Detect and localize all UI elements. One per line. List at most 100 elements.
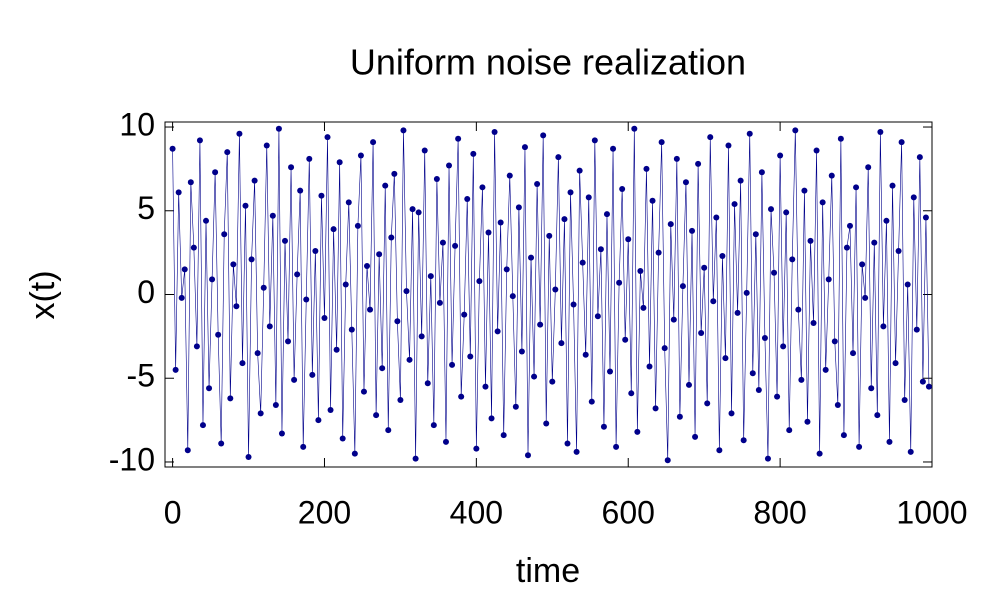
data-point	[376, 251, 383, 258]
data-point	[427, 273, 434, 280]
data-point	[424, 380, 431, 387]
data-point	[637, 268, 644, 275]
data-point	[901, 397, 908, 404]
data-point	[649, 197, 656, 204]
data-point	[354, 222, 361, 229]
data-point	[743, 289, 750, 296]
data-point	[461, 311, 468, 318]
data-point	[625, 236, 632, 243]
y-tick-label: 0	[137, 274, 155, 310]
data-point	[807, 237, 814, 244]
data-point	[193, 343, 200, 350]
data-point	[257, 410, 264, 417]
data-point	[737, 177, 744, 184]
data-point	[470, 150, 477, 157]
x-tick-label: 400	[450, 494, 503, 530]
data-point	[524, 452, 531, 459]
data-point	[780, 343, 787, 350]
data-point	[379, 365, 386, 372]
data-point	[169, 145, 176, 152]
data-point	[464, 196, 471, 203]
data-point	[607, 368, 614, 375]
data-point	[178, 294, 185, 301]
data-point	[266, 323, 273, 330]
data-point	[184, 447, 191, 454]
data-point	[415, 209, 422, 216]
data-point	[792, 127, 799, 134]
data-point	[278, 430, 285, 437]
data-point	[528, 254, 535, 261]
data-point	[728, 410, 735, 417]
data-point	[652, 405, 659, 412]
data-point	[190, 244, 197, 251]
x-tick-label: 200	[298, 494, 351, 530]
data-point	[330, 226, 337, 233]
data-point	[458, 393, 465, 400]
data-point	[455, 135, 462, 142]
data-point	[594, 313, 601, 320]
data-point	[260, 284, 267, 291]
data-point	[764, 455, 771, 462]
data-point	[336, 159, 343, 166]
data-point	[370, 139, 377, 146]
data-point	[449, 361, 456, 368]
data-point	[616, 279, 623, 286]
data-point	[348, 326, 355, 333]
data-point	[634, 428, 641, 435]
data-point	[610, 145, 617, 152]
y-axis-label: x(t)	[24, 270, 62, 319]
data-point	[306, 155, 313, 162]
data-point	[303, 296, 310, 303]
data-point	[452, 242, 459, 249]
data-point	[175, 189, 182, 196]
data-point	[300, 443, 307, 450]
data-point	[439, 239, 446, 246]
data-point	[910, 194, 917, 201]
data-point	[227, 395, 234, 402]
data-point	[783, 209, 790, 216]
data-point	[294, 271, 301, 278]
data-point	[719, 252, 726, 259]
data-point	[473, 445, 480, 452]
data-point	[506, 172, 513, 179]
chart-title: Uniform noise realization	[350, 42, 746, 83]
data-point	[777, 152, 784, 159]
data-point	[488, 415, 495, 422]
data-point	[862, 294, 869, 301]
data-point	[321, 314, 328, 321]
data-point	[537, 321, 544, 328]
data-point	[409, 206, 416, 213]
data-point	[755, 386, 762, 393]
data-point	[172, 366, 179, 373]
data-point	[400, 127, 407, 134]
data-point	[831, 338, 838, 345]
data-point	[233, 303, 240, 310]
data-point	[281, 237, 288, 244]
data-point	[768, 206, 775, 213]
data-point	[521, 144, 528, 151]
data-point	[825, 276, 832, 283]
data-point	[291, 376, 298, 383]
data-point	[758, 169, 765, 176]
data-point	[786, 427, 793, 434]
data-point	[810, 319, 817, 326]
data-point	[813, 147, 820, 154]
data-point	[206, 385, 213, 392]
data-point	[446, 162, 453, 169]
data-point	[746, 130, 753, 137]
data-point	[713, 214, 720, 221]
data-point	[613, 443, 620, 450]
data-point	[388, 234, 395, 241]
data-point	[801, 187, 808, 194]
data-point	[850, 350, 857, 357]
data-point	[357, 152, 364, 159]
data-point	[549, 378, 556, 385]
data-point	[828, 172, 835, 179]
y-tick-label: -5	[127, 358, 155, 394]
data-point	[682, 179, 689, 186]
data-point	[497, 219, 504, 226]
data-point	[804, 418, 811, 425]
data-point	[667, 221, 674, 228]
data-point	[485, 229, 492, 236]
data-point	[269, 212, 276, 219]
